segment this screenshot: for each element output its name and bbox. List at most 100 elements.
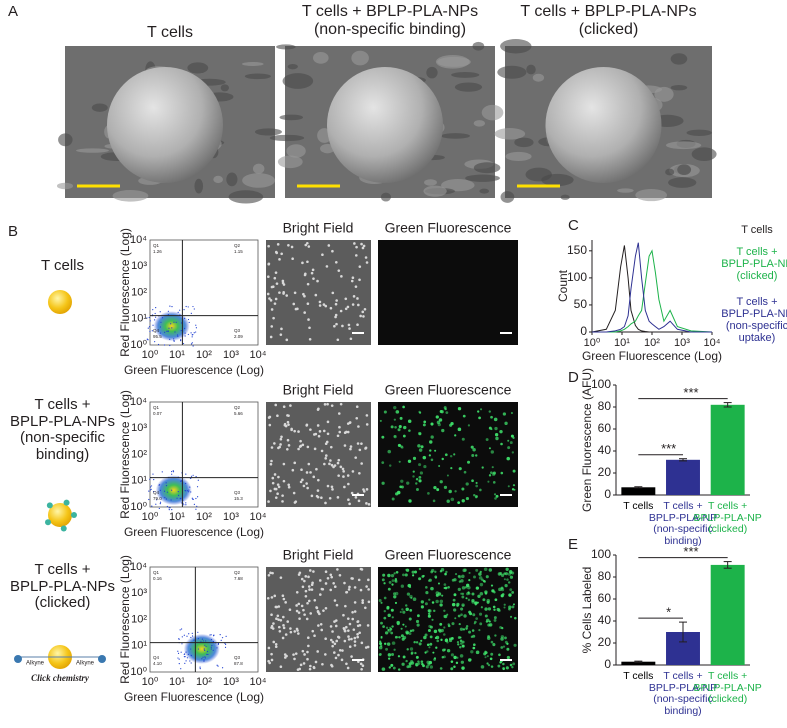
fl-cell [451, 622, 455, 626]
y-tick-label: 100 [567, 270, 587, 284]
bf-cell [299, 444, 303, 448]
bf-cell [274, 297, 278, 301]
fl-cell [415, 488, 419, 491]
bf-cell [297, 611, 301, 614]
flow-event [159, 326, 162, 328]
bf-cell [348, 421, 352, 425]
panel-letter: C [568, 217, 579, 234]
bf-cell [267, 646, 271, 650]
fl-cell [420, 660, 424, 663]
bf-cell [310, 494, 314, 498]
sample-label-box: T cells + BPLP-PLA-NPs (non-specific bin… [10, 397, 115, 462]
fl-cell [500, 471, 504, 475]
fl-cell [394, 601, 398, 605]
bf-cell [274, 487, 278, 491]
bf-cell [366, 624, 370, 627]
fl-cell [443, 633, 446, 636]
fl-cell [388, 657, 391, 660]
bf-cell [352, 628, 356, 631]
bf-cell [364, 606, 367, 610]
flow-y-tick-label: 10⁴ [130, 234, 147, 246]
fl-cell [430, 586, 434, 591]
fl-cell [406, 481, 410, 485]
fl-cell [475, 568, 479, 572]
image-caption-box: T cells + BPLP-PLA-NPs (clicked) [520, 3, 696, 38]
flow-event [179, 309, 181, 311]
np-icon [71, 512, 77, 518]
sem-texture [287, 64, 298, 70]
sem-texture [286, 144, 306, 158]
sem-texture [426, 66, 438, 79]
bf-cell [335, 322, 338, 326]
flow-event [216, 647, 218, 649]
fl-cell [478, 612, 483, 616]
bf-cell [345, 662, 348, 666]
flow-event [182, 342, 185, 345]
flow-event [166, 330, 168, 332]
sem-texture [282, 73, 314, 89]
flow-event [163, 344, 166, 346]
fl-cell [471, 592, 475, 596]
flow-event [166, 491, 169, 493]
fl-cell [417, 444, 421, 448]
fl-cell [435, 415, 439, 419]
bf-cell [314, 432, 318, 436]
bf-cell [307, 585, 311, 588]
flow-event [153, 491, 155, 493]
bf-cell [270, 325, 274, 328]
bf-cell [333, 642, 337, 646]
x-tick-label: 10³ [674, 337, 690, 349]
bf-cell [343, 639, 347, 643]
bf-cell [337, 269, 341, 272]
fl-cell [508, 569, 513, 574]
flow-event [221, 637, 224, 639]
fl-cell [479, 591, 484, 596]
fl-cell [435, 591, 440, 595]
fl-cell [486, 662, 489, 665]
fl-cell [391, 616, 394, 619]
bf-cell [356, 635, 359, 639]
fl-cell [486, 655, 489, 658]
fl-cell [462, 414, 466, 418]
fl-cell [465, 583, 470, 588]
fl-cell [460, 642, 463, 645]
fl-cell [427, 628, 431, 632]
fl-cell [494, 598, 498, 602]
fl-cell [450, 653, 455, 657]
bf-cell [359, 567, 363, 571]
flow-event [178, 663, 180, 665]
fl-cell [469, 658, 472, 661]
sem-texture [481, 104, 504, 121]
bf-cell [345, 590, 348, 594]
bf-cell [277, 605, 281, 608]
flow-event [184, 335, 186, 337]
fl-cell [503, 603, 506, 606]
flow-event [197, 638, 200, 640]
bf-cell [278, 291, 281, 294]
fl-cell [434, 636, 438, 640]
quadrant-name: Q1 [153, 405, 160, 410]
fl-cell [500, 442, 503, 446]
bf-cell [358, 278, 361, 282]
bf-cell [324, 653, 327, 656]
bf-cell [330, 485, 334, 489]
flow-event [202, 640, 204, 642]
fl-cell [380, 644, 383, 647]
flow-event [185, 504, 187, 506]
flow-event [184, 653, 186, 655]
x-tick-label-box: T cells [623, 501, 653, 512]
flow-event [225, 643, 227, 645]
fl-cell [509, 615, 513, 618]
fl-cell [382, 573, 386, 577]
flow-event [148, 498, 150, 501]
image-caption: T cells [147, 24, 193, 41]
cell-icon [48, 290, 72, 314]
fl-cell [502, 645, 506, 648]
bf-cell [364, 646, 368, 649]
bf-cell [312, 475, 316, 479]
flow-x-tick-label: 10⁰ [142, 349, 159, 361]
fl-cell [435, 599, 439, 604]
x-axis-label: Green Fluorescence (Log) [582, 349, 722, 363]
bf-cell [279, 443, 282, 446]
bf-cell [306, 445, 310, 449]
